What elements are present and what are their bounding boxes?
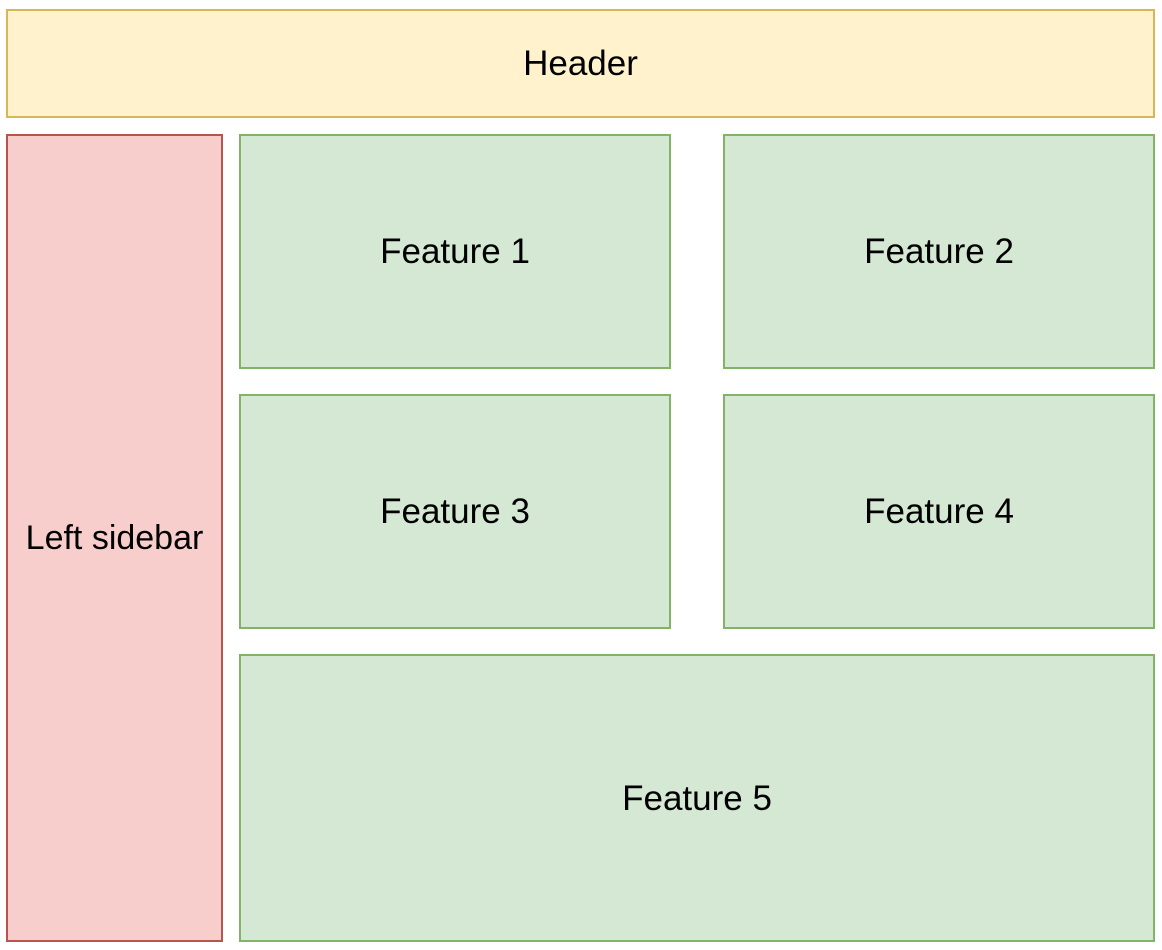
feature-1-box: Feature 1 <box>239 134 671 369</box>
feature-4-box: Feature 4 <box>723 394 1155 629</box>
feature-3-label: Feature 3 <box>380 492 530 531</box>
feature-2-box: Feature 2 <box>723 134 1155 369</box>
left-sidebar-label: Left sidebar <box>25 519 204 557</box>
feature-5-label: Feature 5 <box>622 778 772 818</box>
feature-5-box: Feature 5 <box>239 654 1155 942</box>
feature-2-label: Feature 2 <box>864 232 1014 271</box>
header-box: Header <box>6 9 1155 118</box>
header-label: Header <box>523 44 638 83</box>
feature-3-box: Feature 3 <box>239 394 671 629</box>
feature-1-label: Feature 1 <box>380 232 530 271</box>
feature-4-label: Feature 4 <box>864 492 1014 531</box>
left-sidebar-box: Left sidebar <box>6 134 223 942</box>
